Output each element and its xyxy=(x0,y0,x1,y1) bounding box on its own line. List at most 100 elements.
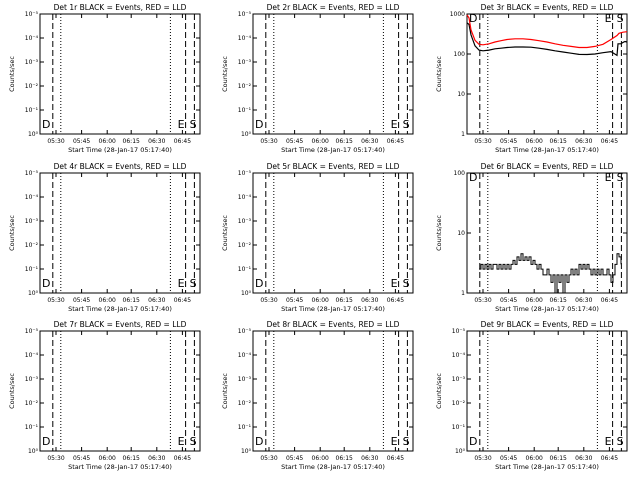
x-tick-label: 06:45 xyxy=(387,297,404,304)
x-tick-label: 06:30 xyxy=(575,138,592,145)
y-tick-label: 10⁻⁴ xyxy=(25,352,39,359)
x-tick-label: 06:45 xyxy=(174,138,191,145)
x-tick-label: 05:45 xyxy=(286,297,303,304)
marker-d: D xyxy=(469,12,477,25)
x-tick-label: 06:30 xyxy=(361,138,378,145)
x-tick-label: 06:15 xyxy=(550,297,567,304)
plot-frame xyxy=(39,330,201,452)
marker-d: D xyxy=(42,435,50,448)
y-tick-label: 10⁻⁵ xyxy=(238,11,252,18)
y-tick-label: 10⁻³ xyxy=(238,218,252,225)
series-line-1 xyxy=(466,22,628,57)
panel-title: Det 4r BLACK = Events, RED = LLD xyxy=(54,162,187,171)
y-tick-label: 10⁰ xyxy=(241,448,252,455)
x-tick-label: 06:00 xyxy=(526,455,543,462)
y-tick-label: 1 xyxy=(461,290,465,297)
x-tick-label: 06:45 xyxy=(174,455,191,462)
y-tick-label: 10⁻⁴ xyxy=(238,352,252,359)
y-axis-label: Counts/sec xyxy=(8,56,16,92)
x-tick-label: 05:30 xyxy=(260,297,277,304)
y-tick-label: 10⁻² xyxy=(238,400,252,407)
y-tick-label: 10⁻⁵ xyxy=(25,11,39,18)
marker-e: E xyxy=(605,12,612,25)
marker-e: E xyxy=(391,118,398,131)
x-tick-label: 05:45 xyxy=(286,455,303,462)
marker-s: S xyxy=(403,435,410,448)
marker-s: S xyxy=(190,435,197,448)
marker-d: D xyxy=(255,118,263,131)
x-tick-label: 06:30 xyxy=(148,297,165,304)
y-tick-label: 10⁻¹ xyxy=(25,107,39,114)
marker-d: D xyxy=(42,277,50,290)
x-tick-label: 06:00 xyxy=(312,138,329,145)
y-tick-label: 10⁻¹ xyxy=(452,424,466,431)
marker-e: E xyxy=(178,118,185,131)
detector-panel-3: Det 3r BLACK = Events, RED = LLD 1 10 100 10… xyxy=(435,3,628,154)
x-tick-label: 06:15 xyxy=(123,138,140,145)
x-axis-label: Start Time (28-Jan-17 05:17:40) xyxy=(68,146,172,154)
x-axis-label: Start Time (28-Jan-17 05:17:40) xyxy=(495,463,599,471)
x-tick-label: 06:45 xyxy=(174,297,191,304)
y-tick-label: 10⁻⁵ xyxy=(238,328,252,335)
x-tick-label: 06:45 xyxy=(387,138,404,145)
x-tick-label: 05:30 xyxy=(474,138,491,145)
x-tick-label: 06:30 xyxy=(361,297,378,304)
y-tick-label: 10 xyxy=(457,230,465,237)
y-tick-label: 100 xyxy=(454,170,466,177)
x-tick-label: 06:00 xyxy=(99,138,116,145)
y-axis-label: Counts/sec xyxy=(221,215,229,251)
y-tick-label: 10⁰ xyxy=(241,290,252,297)
x-tick-label: 05:30 xyxy=(260,138,277,145)
y-tick-label: 10⁻³ xyxy=(238,59,252,66)
plot-frame xyxy=(252,13,414,135)
x-tick-label: 05:45 xyxy=(500,297,517,304)
x-tick-label: 05:45 xyxy=(73,138,90,145)
x-tick-label: 06:15 xyxy=(550,138,567,145)
marker-s: S xyxy=(190,118,197,131)
marker-d: D xyxy=(469,171,477,184)
y-tick-label: 10⁻³ xyxy=(25,376,39,383)
y-tick-label: 10⁻⁴ xyxy=(452,352,466,359)
y-tick-label: 10⁰ xyxy=(28,290,39,297)
x-tick-label: 05:30 xyxy=(260,455,277,462)
x-tick-label: 06:00 xyxy=(99,297,116,304)
y-axis-label: Counts/sec xyxy=(435,56,443,92)
panel-title: Det 1r BLACK = Events, RED = LLD xyxy=(54,3,187,12)
x-tick-label: 06:45 xyxy=(601,138,618,145)
plot-frame xyxy=(466,13,628,135)
y-axis-label: Counts/sec xyxy=(221,373,229,409)
y-axis-label: Counts/sec xyxy=(435,215,443,251)
y-tick-label: 10⁻² xyxy=(238,242,252,249)
y-tick-label: 10⁻³ xyxy=(25,218,39,225)
detector-panel-6: Det 6r BLACK = Events, RED = LLD 1 10 100 Co… xyxy=(435,162,628,313)
y-tick-label: 10⁻¹ xyxy=(25,424,39,431)
y-tick-label: 10⁰ xyxy=(241,131,252,138)
x-tick-label: 05:45 xyxy=(73,455,90,462)
y-tick-label: 10 xyxy=(457,91,465,98)
y-axis-label: Counts/sec xyxy=(435,373,443,409)
detector-panel-1: Det 1r BLACK = Events, RED = LLD 10⁰ 10⁻¹ 1… xyxy=(8,3,201,154)
x-tick-label: 06:00 xyxy=(312,455,329,462)
x-tick-label: 06:45 xyxy=(601,455,618,462)
y-tick-label: 10⁻² xyxy=(25,83,39,90)
x-tick-label: 06:45 xyxy=(387,455,404,462)
x-tick-label: 06:45 xyxy=(601,297,618,304)
y-tick-label: 10⁻³ xyxy=(238,376,252,383)
x-tick-label: 06:30 xyxy=(148,455,165,462)
x-tick-label: 05:30 xyxy=(47,297,64,304)
plot-frame xyxy=(466,330,628,452)
x-axis-label: Start Time (28-Jan-17 05:17:40) xyxy=(68,305,172,313)
y-tick-label: 10⁻¹ xyxy=(25,266,39,273)
x-tick-label: 06:15 xyxy=(336,297,353,304)
x-tick-label: 06:15 xyxy=(336,138,353,145)
y-tick-label: 10⁻¹ xyxy=(238,107,252,114)
y-tick-label: 100 xyxy=(454,51,466,58)
marker-s: S xyxy=(617,171,624,184)
marker-e: E xyxy=(605,435,612,448)
y-tick-label: 10⁻⁵ xyxy=(25,328,39,335)
y-tick-label: 10⁻¹ xyxy=(238,266,252,273)
x-axis-label: Start Time (28-Jan-17 05:17:40) xyxy=(495,305,599,313)
marker-e: E xyxy=(178,277,185,290)
y-tick-label: 10⁻² xyxy=(238,83,252,90)
